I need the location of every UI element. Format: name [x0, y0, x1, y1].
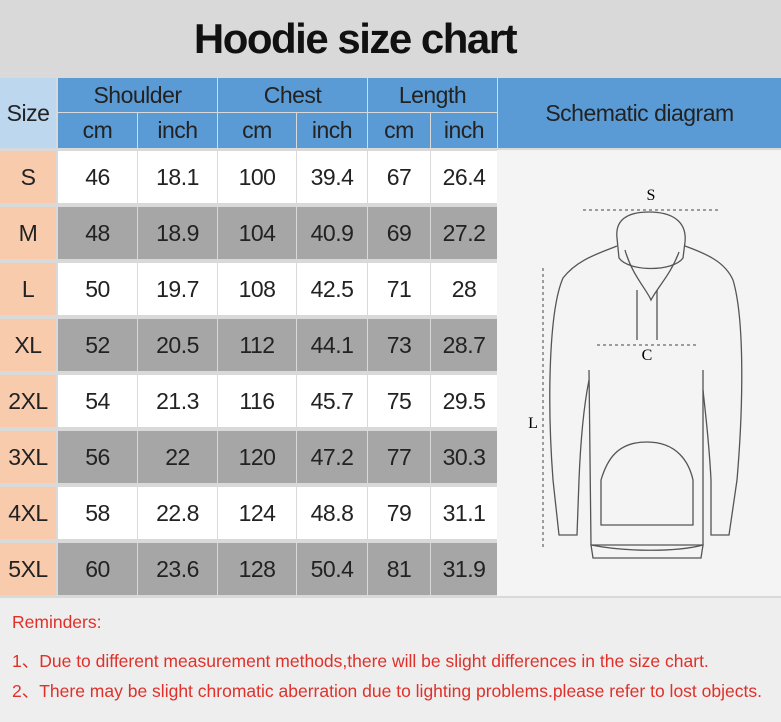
value-cell: 112	[218, 319, 296, 371]
value-cell: 50	[58, 263, 137, 315]
group-header: Length	[368, 78, 497, 112]
value-cell: 71	[368, 263, 430, 315]
unit-header: cm	[58, 113, 137, 148]
value-cell: 104	[218, 207, 296, 259]
size-cell: S	[0, 151, 56, 203]
value-cell: 29.5	[431, 375, 497, 427]
value-cell: 69	[368, 207, 430, 259]
reminders: Reminders: 1、Due to different measuremen…	[0, 598, 781, 722]
value-cell: 47.2	[297, 431, 367, 483]
value-cell: 31.1	[431, 487, 497, 539]
value-cell: 100	[218, 151, 296, 203]
value-cell: 52	[58, 319, 137, 371]
value-cell: 18.1	[138, 151, 217, 203]
group-header: Shoulder	[58, 78, 217, 112]
value-cell: 28.7	[431, 319, 497, 371]
value-cell: 18.9	[138, 207, 217, 259]
value-cell: 44.1	[297, 319, 367, 371]
value-cell: 58	[58, 487, 137, 539]
reminders-heading: Reminders:	[12, 612, 102, 632]
value-cell: 20.5	[138, 319, 217, 371]
unit-header: cm	[218, 113, 296, 148]
value-cell: 26.4	[431, 151, 497, 203]
value-cell: 31.9	[431, 543, 497, 595]
unit-header: inch	[138, 113, 217, 148]
dimension-lines	[542, 209, 719, 548]
value-cell: 50.4	[297, 543, 367, 595]
value-cell: 56	[58, 431, 137, 483]
value-cell: 67	[368, 151, 430, 203]
value-cell: 120	[218, 431, 296, 483]
diagram-label: C	[642, 347, 653, 364]
value-cell: 81	[368, 543, 430, 595]
value-cell: 54	[58, 375, 137, 427]
value-cell: 19.7	[138, 263, 217, 315]
value-cell: 46	[58, 151, 137, 203]
value-cell: 79	[368, 487, 430, 539]
size-cell: 3XL	[0, 431, 56, 483]
group-header: Chest	[218, 78, 367, 112]
value-cell: 28	[431, 263, 497, 315]
value-cell: 21.3	[138, 375, 217, 427]
value-cell: 60	[58, 543, 137, 595]
value-cell: 22	[138, 431, 217, 483]
value-cell: 42.5	[297, 263, 367, 315]
value-cell: 40.9	[297, 207, 367, 259]
value-cell: 48	[58, 207, 137, 259]
diagram-label: S	[647, 187, 656, 204]
size-cell: XL	[0, 319, 56, 371]
value-cell: 23.6	[138, 543, 217, 595]
value-cell: 48.8	[297, 487, 367, 539]
header-cell: Size	[0, 78, 56, 148]
value-cell: 116	[218, 375, 296, 427]
value-cell: 27.2	[431, 207, 497, 259]
value-cell: 77	[368, 431, 430, 483]
header-cell: Schematic diagram	[498, 78, 781, 148]
value-cell: 108	[218, 263, 296, 315]
value-cell: 128	[218, 543, 296, 595]
size-cell: 2XL	[0, 375, 56, 427]
value-cell: 22.8	[138, 487, 217, 539]
title: Hoodie size chart	[193, 15, 518, 62]
hoodie-outline	[549, 211, 743, 559]
reminder-line: 2、There may be slight chromatic aberrati…	[12, 681, 762, 701]
value-cell: 124	[218, 487, 296, 539]
schematic-diagram: S C L	[497, 150, 781, 596]
reminder-line: 1、Due to different measurement methods,t…	[12, 651, 709, 671]
value-cell: 75	[368, 375, 430, 427]
size-cell: 4XL	[0, 487, 56, 539]
diagram-label: L	[528, 415, 538, 432]
value-cell: 30.3	[431, 431, 497, 483]
unit-header: inch	[431, 113, 497, 148]
value-cell: 73	[368, 319, 430, 371]
unit-header: inch	[297, 113, 367, 148]
value-cell: 39.4	[297, 151, 367, 203]
size-cell: L	[0, 263, 56, 315]
size-cell: M	[0, 207, 56, 259]
value-cell: 45.7	[297, 375, 367, 427]
size-cell: 5XL	[0, 543, 56, 595]
unit-header: cm	[368, 113, 430, 148]
